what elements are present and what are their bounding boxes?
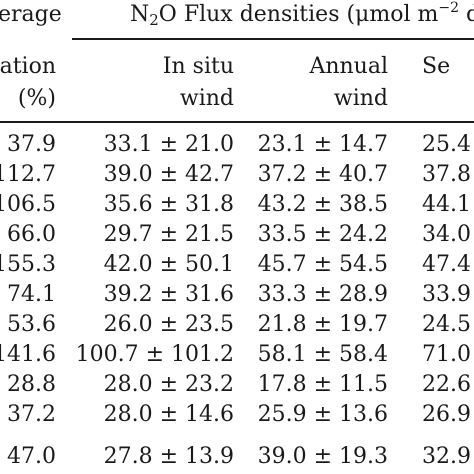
cell: 71.0 — [422, 342, 471, 367]
cell: 47.4 — [422, 252, 471, 277]
cell: 26.9 — [422, 402, 471, 427]
cell: ± 37.2 — [0, 402, 56, 427]
header-average-fragment: erage — [0, 2, 62, 27]
header-insitu-line2: wind — [179, 86, 234, 111]
cell: 33.1 ± 21.0 — [103, 132, 234, 157]
cell: 141.6 — [0, 342, 56, 367]
cell: 33.3 ± 28.9 — [257, 282, 388, 307]
cell: 34.0 — [422, 222, 471, 247]
cell: 25.9 ± 13.6 — [257, 402, 388, 427]
cell: ± 47.0 — [0, 444, 56, 469]
header-flux-densities: N2O Flux densities (μmol m−2 d — [130, 0, 474, 29]
cell: 33.5 ± 24.2 — [257, 222, 388, 247]
cell: 37.8 — [422, 162, 471, 187]
cell: 17.8 ± 11.5 — [257, 372, 388, 397]
cell: 24.5 — [422, 312, 471, 337]
cell: 100.7 ± 101.2 — [75, 342, 234, 367]
cell: 29.7 ± 21.5 — [103, 222, 234, 247]
cell: 44.1 — [422, 192, 471, 217]
cell: ± 53.6 — [0, 312, 56, 337]
cell: 58.1 ± 58.4 — [257, 342, 388, 367]
cell: 26.0 ± 23.5 — [103, 312, 234, 337]
header-ration-fragment: ration — [0, 54, 56, 79]
cell: ± 66.0 — [0, 222, 56, 247]
cell: 155.3 — [0, 252, 56, 277]
cell: 42.0 ± 50.1 — [103, 252, 234, 277]
header-annual-line2: wind — [333, 86, 388, 111]
body-rule — [0, 121, 474, 123]
cell: ± 74.1 — [0, 282, 56, 307]
cell: 39.0 ± 19.3 — [257, 444, 388, 469]
header-insitu-line1: In situ — [162, 54, 234, 79]
cell: 35.6 ± 31.8 — [103, 192, 234, 217]
header-se-fragment: Se — [422, 54, 451, 79]
cell: 22.6 — [422, 372, 471, 397]
cell: 39.2 ± 31.6 — [103, 282, 234, 307]
cell: 43.2 ± 38.5 — [257, 192, 388, 217]
cell: 28.0 ± 23.2 — [103, 372, 234, 397]
cell: ± 28.8 — [0, 372, 56, 397]
cell: 25.4 — [422, 132, 471, 157]
header-rule — [72, 38, 474, 40]
cell: 32.9 — [422, 444, 471, 469]
cell: ± 37.9 — [0, 132, 56, 157]
cell: 21.8 ± 19.7 — [257, 312, 388, 337]
cell: 23.1 ± 14.7 — [257, 132, 388, 157]
cell: 112.7 — [0, 162, 56, 187]
header-percent: (%) — [17, 86, 56, 111]
cell: 28.0 ± 14.6 — [103, 402, 234, 427]
cell: 27.8 ± 13.9 — [103, 444, 234, 469]
cell: 106.5 — [0, 192, 56, 217]
cell: 37.2 ± 40.7 — [257, 162, 388, 187]
cell: 39.0 ± 42.7 — [103, 162, 234, 187]
header-annual-line1: Annual — [309, 54, 388, 79]
cell: 33.9 — [422, 282, 471, 307]
cell: 45.7 ± 54.5 — [257, 252, 388, 277]
